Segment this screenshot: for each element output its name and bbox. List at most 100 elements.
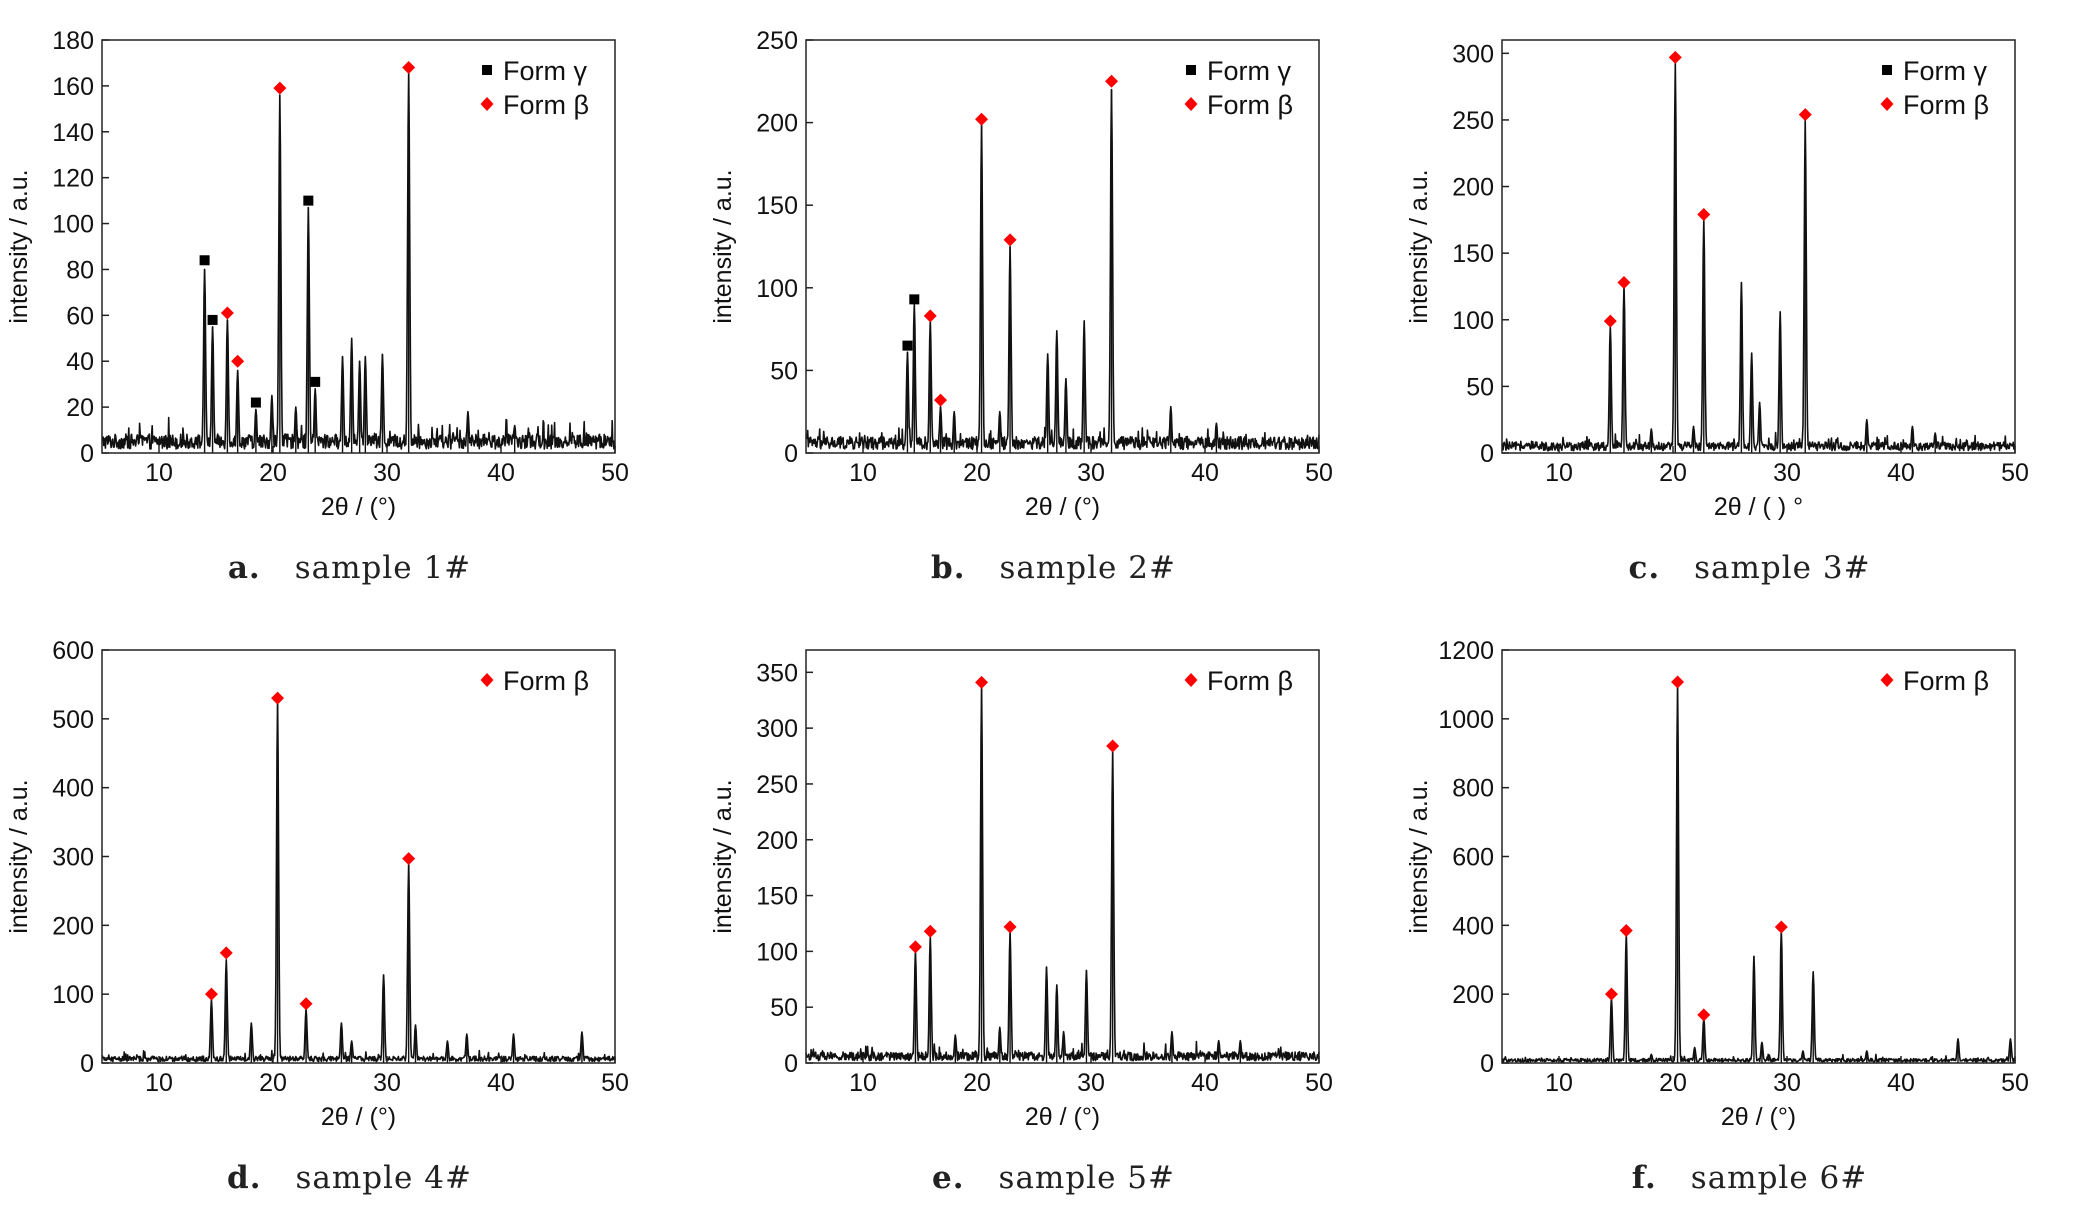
caption-letter: a. — [227, 550, 261, 586]
y-tick-label: 140 — [52, 119, 94, 147]
chart-svg: 0 20 40 60 80 100 120 140 160 180 10 20 30 40 50 2θ / (… — [5, 27, 629, 521]
form-beta-marker — [1003, 233, 1017, 247]
y-tick-label: 200 — [1452, 981, 1494, 1009]
form-gamma-marker — [310, 376, 321, 387]
y-tick-label: 120 — [52, 165, 94, 193]
x-tick-label: 10 — [849, 459, 877, 487]
caption-text: sample 5# — [998, 1160, 1175, 1196]
plot-frame — [1501, 39, 2016, 454]
legend-label: Form β — [1207, 666, 1293, 696]
form-beta-marker — [299, 997, 313, 1011]
form-beta-marker — [1617, 275, 1631, 289]
x-tick-label: 40 — [1191, 459, 1219, 487]
y-tick-label: 40 — [66, 348, 94, 376]
x-tick-label: 30 — [1773, 1069, 1801, 1097]
y-tick-label: 100 — [1452, 307, 1494, 335]
form-gamma-marker — [303, 195, 314, 206]
y-tick-label: 250 — [1452, 107, 1494, 135]
y-axis-label: intensity / a.u. — [5, 169, 33, 323]
legend-label: Form γ — [1903, 56, 1987, 86]
x-axis-label: 2θ / (°) — [321, 1103, 396, 1131]
form-beta-marker — [975, 675, 989, 689]
legend-diamond-icon — [1880, 673, 1894, 687]
y-tick-label: 250 — [756, 771, 798, 799]
panel-sample-1: 0 20 40 60 80 100 120 140 160 180 10 20 30 40 50 2θ / (… — [0, 0, 699, 610]
x-tick-label: 40 — [1887, 459, 1915, 487]
form-beta-marker — [908, 940, 922, 954]
x-tick-label: 20 — [963, 1069, 991, 1097]
caption-letter: b. — [931, 550, 966, 586]
caption-letter: c. — [1628, 550, 1661, 586]
x-tick-label: 40 — [1887, 1069, 1915, 1097]
x-tick-label: 10 — [1545, 1069, 1573, 1097]
y-tick-label: 500 — [52, 706, 94, 734]
diffraction-trace — [805, 88, 1320, 451]
form-beta-marker — [1603, 314, 1617, 328]
x-tick-label: 50 — [1305, 459, 1333, 487]
form-gamma-marker — [909, 294, 920, 305]
legend-label: Form β — [503, 666, 589, 696]
form-beta-marker — [231, 354, 245, 368]
x-tick-label: 30 — [1773, 459, 1801, 487]
x-tick-label: 20 — [1659, 1069, 1687, 1097]
y-tick-label: 180 — [52, 27, 94, 55]
chart-svg: 0 100 200 300 400 500 600 10 20 30 40 50 2θ / (°) int… — [5, 637, 629, 1131]
panel-sample-6: 0 200 400 600 800 1000 1200 10 20 30 40 50 2θ / (°) i… — [1400, 610, 2098, 1220]
form-beta-marker — [934, 393, 948, 407]
y-tick-label: 600 — [52, 637, 94, 665]
legend-label: Form γ — [1207, 56, 1291, 86]
form-beta-marker — [204, 987, 218, 1001]
legend-square-icon — [482, 65, 492, 75]
caption-text: sample 6# — [1690, 1160, 1868, 1196]
y-tick-label: 200 — [1452, 174, 1494, 202]
y-tick-label: 150 — [1452, 240, 1494, 268]
x-axis-label: 2θ / (°) — [321, 493, 396, 521]
x-axis-label: 2θ / (°) — [1025, 1103, 1100, 1131]
form-beta-marker — [1105, 74, 1119, 88]
x-tick-label: 30 — [373, 459, 401, 487]
y-axis-label: intensity / a.u. — [709, 169, 737, 323]
form-beta-marker — [219, 946, 233, 960]
form-beta-marker — [1671, 675, 1685, 689]
y-tick-label: 50 — [1466, 373, 1494, 401]
plot-area — [806, 650, 1319, 1063]
y-tick-label: 1000 — [1438, 706, 1494, 734]
diffraction-trace — [101, 700, 616, 1063]
legend-square-icon — [1186, 65, 1196, 75]
caption: e. sample 5# — [704, 1160, 1403, 1196]
form-beta-marker — [1668, 50, 1682, 64]
form-beta-marker — [1604, 987, 1618, 1001]
y-tick-label: 200 — [756, 827, 798, 855]
x-tick-label: 50 — [601, 459, 629, 487]
y-tick-label: 80 — [66, 256, 94, 284]
y-tick-label: 1200 — [1438, 637, 1494, 665]
chart-svg: 0 50 100 150 200 250 300 10 20 30 40 50 2θ / ( ) ° in… — [1405, 39, 2029, 521]
form-beta-marker — [1774, 920, 1788, 934]
y-tick-label: 20 — [66, 394, 94, 422]
chart-svg: 0 200 400 600 800 1000 1200 10 20 30 40 50 2θ / (°) i… — [1405, 637, 2029, 1131]
form-beta-marker — [1697, 1008, 1711, 1022]
x-axis-label: 2θ / (°) — [1721, 1103, 1796, 1131]
form-beta-marker — [1697, 208, 1711, 222]
diffraction-trace — [1501, 61, 2016, 452]
legend-label: Form β — [1207, 90, 1293, 120]
x-tick-label: 30 — [1077, 459, 1105, 487]
panel-sample-3: 0 50 100 150 200 250 300 10 20 30 40 50 2θ / ( ) ° in… — [1400, 0, 2098, 610]
caption: f. sample 6# — [1400, 1160, 2098, 1196]
caption: d. sample 4# — [0, 1160, 699, 1196]
y-tick-label: 600 — [1452, 844, 1494, 872]
y-tick-label: 60 — [66, 302, 94, 330]
caption-text: sample 4# — [295, 1160, 472, 1196]
diffraction-trace — [1501, 685, 2016, 1063]
form-gamma-marker — [199, 255, 210, 266]
x-tick-label: 10 — [1545, 459, 1573, 487]
form-beta-marker — [271, 691, 285, 705]
y-tick-label: 0 — [1480, 440, 1494, 468]
plot-frame — [101, 39, 616, 454]
caption: a. sample 1# — [0, 550, 699, 586]
y-tick-label: 100 — [756, 275, 798, 303]
y-axis-label: intensity / a.u. — [1405, 779, 1433, 933]
x-tick-label: 50 — [1305, 1069, 1333, 1097]
y-tick-label: 300 — [756, 715, 798, 743]
